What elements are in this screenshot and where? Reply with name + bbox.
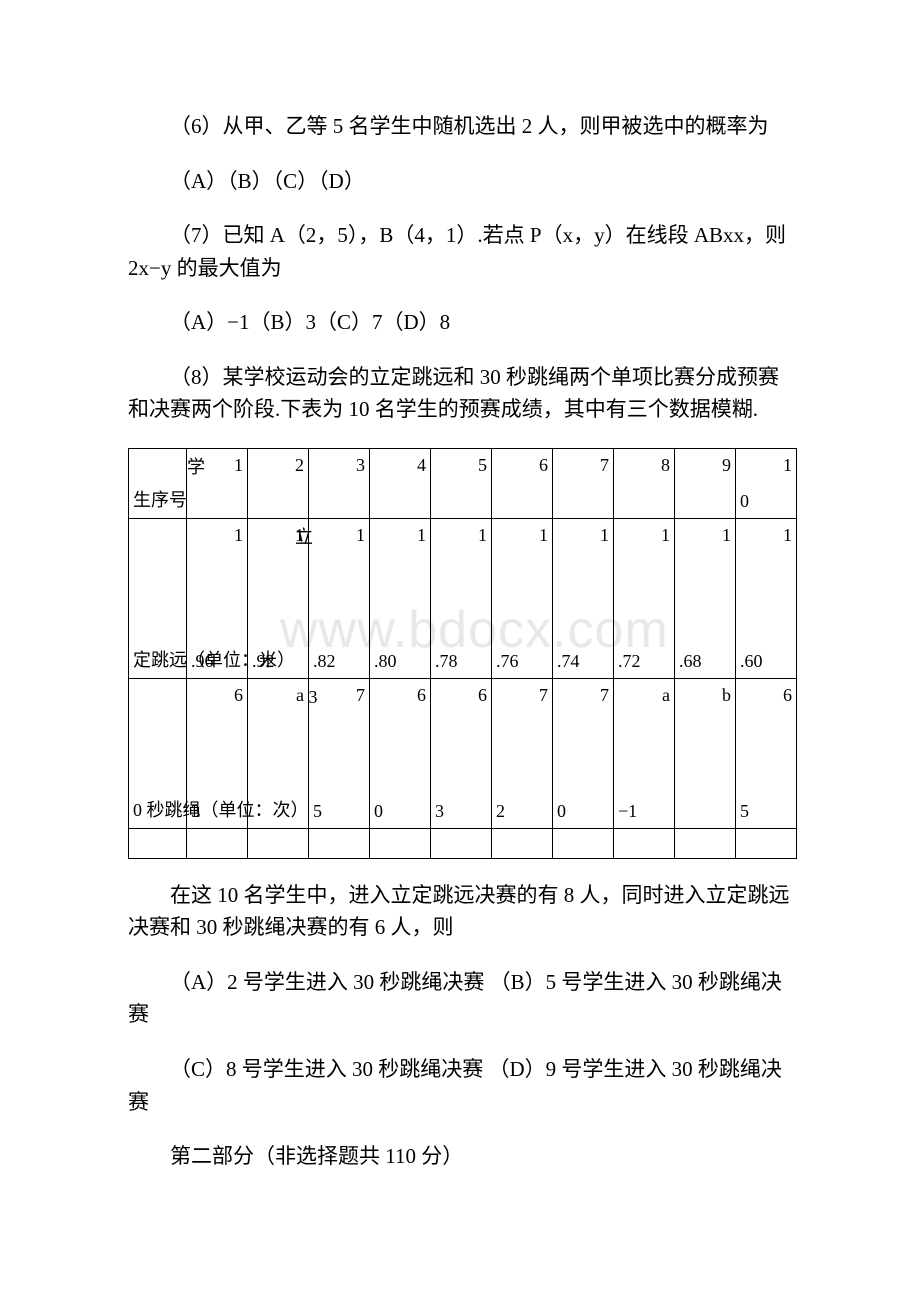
- row-header-longjump: 定跳远（单位：米）立: [129, 518, 187, 678]
- rp-8: −1a: [614, 678, 675, 828]
- rp-6: 27: [492, 678, 553, 828]
- table-header-row: 生序号学 1 2 3 4 5 6 7 8 9 01: [129, 448, 797, 518]
- table-row-longjump: 定跳远（单位：米）立 .961 .921 .821 .801 .781 .761…: [129, 518, 797, 678]
- col-10: 01: [736, 448, 797, 518]
- col-4: 4: [370, 448, 431, 518]
- question-7: （7）已知 A（2，5），B（4，1）.若点 P（x，y）在线段 ABxx，则 …: [128, 219, 792, 284]
- lj-3: .821: [309, 518, 370, 678]
- rp-10: 56: [736, 678, 797, 828]
- question-8-after: 在这 10 名学生中，进入立定跳远决赛的有 8 人，同时进入立定跳远决赛和 30…: [128, 879, 792, 944]
- lj-9: .681: [675, 518, 736, 678]
- lj-10: .601: [736, 518, 797, 678]
- col-5: 5: [431, 448, 492, 518]
- question-8-options-ab: （A）2 号学生进入 30 秒跳绳决赛 （B）5 号学生进入 30 秒跳绳决赛: [128, 966, 792, 1031]
- row-header-rope: 0 秒跳绳（单位：次）3: [129, 678, 187, 828]
- score-table: 生序号学 1 2 3 4 5 6 7 8 9 01 定跳远（单位：米）立: [128, 448, 792, 859]
- col-9: 9: [675, 448, 736, 518]
- col-1: 1: [187, 448, 248, 518]
- table-row-rope: 0 秒跳绳（单位：次）3 36 a 57 06 36 27 07 −1a b 5…: [129, 678, 797, 828]
- lj-8: .721: [614, 518, 675, 678]
- question-6-options: （A）（B）（C）（D）: [128, 165, 792, 198]
- part-2-heading: 第二部分（非选择题共 110 分）: [128, 1140, 792, 1173]
- lj-7: .741: [553, 518, 614, 678]
- col-6: 6: [492, 448, 553, 518]
- rp-9: b: [675, 678, 736, 828]
- table-empty-row: [129, 828, 797, 858]
- question-7-options: （A）−1（B）3（C）7（D）8: [128, 306, 792, 339]
- col-8: 8: [614, 448, 675, 518]
- col-2: 2: [248, 448, 309, 518]
- lj-4: .801: [370, 518, 431, 678]
- question-8-options-cd: （C）8 号学生进入 30 秒跳绳决赛 （D）9 号学生进入 30 秒跳绳决赛: [128, 1053, 792, 1118]
- col-3: 3: [309, 448, 370, 518]
- row-header-student: 生序号学: [129, 448, 187, 518]
- rp-3: 57: [309, 678, 370, 828]
- rp-7: 07: [553, 678, 614, 828]
- lj-5: .781: [431, 518, 492, 678]
- rp-5: 36: [431, 678, 492, 828]
- question-8: （8）某学校运动会的立定跳远和 30 秒跳绳两个单项比赛分成预赛和决赛两个阶段.…: [128, 361, 792, 426]
- col-7: 7: [553, 448, 614, 518]
- rp-4: 06: [370, 678, 431, 828]
- question-6: （6）从甲、乙等 5 名学生中随机选出 2 人，则甲被选中的概率为: [128, 110, 792, 143]
- lj-6: .761: [492, 518, 553, 678]
